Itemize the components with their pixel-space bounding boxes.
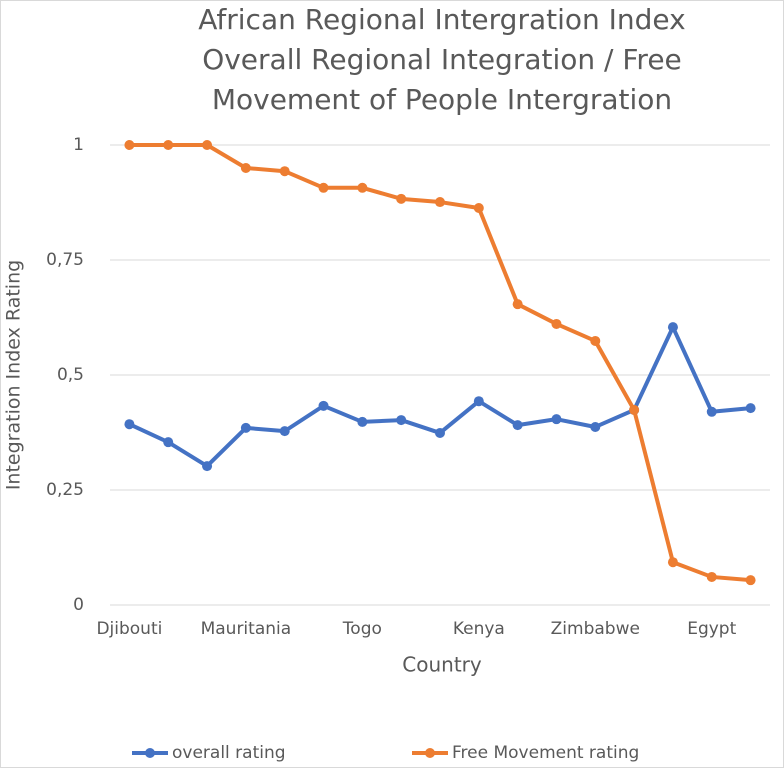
data-point [318, 400, 329, 411]
data-point [240, 163, 251, 173]
data-point [590, 421, 601, 432]
data-point [551, 414, 562, 425]
chart-title: Overall Regional Integration / Free [202, 43, 682, 76]
y-tick-label: 0 [73, 595, 84, 615]
data-point [706, 571, 717, 582]
legend-marker [425, 748, 435, 758]
data-point [124, 419, 135, 430]
x-tick-label: Togo [342, 619, 382, 639]
data-point [629, 404, 640, 415]
data-point [590, 335, 601, 346]
y-tick-label: 1 [73, 135, 84, 155]
chart-title: Movement of People Intergration [212, 83, 672, 116]
y-tick-label: 0,5 [57, 365, 84, 385]
data-point [357, 182, 368, 193]
data-point [396, 193, 407, 204]
data-point [706, 406, 717, 417]
data-point [512, 299, 523, 310]
y-tick-label: 0,75 [46, 250, 84, 270]
data-point [124, 140, 135, 150]
data-point [745, 403, 756, 414]
y-tick-label: 0,25 [46, 480, 84, 500]
data-point [357, 416, 368, 427]
data-point [279, 166, 290, 177]
data-point [435, 197, 445, 208]
x-tick-label: Zimbabwe [551, 619, 640, 639]
data-point [240, 422, 251, 433]
data-point [667, 322, 678, 333]
x-tick-label: Egypt [687, 619, 736, 639]
x-tick-label: Kenya [453, 619, 505, 639]
data-point [163, 140, 174, 150]
x-axis-label: Country [402, 653, 482, 677]
data-point [202, 461, 213, 472]
legend-label: overall rating [172, 743, 286, 763]
data-point [396, 415, 407, 426]
data-point [202, 140, 213, 150]
x-tick-label: Mauritania [201, 619, 292, 639]
data-point [279, 426, 290, 437]
data-point [473, 203, 484, 214]
legend-marker [145, 748, 155, 758]
y-axis-label: Integration Index Rating [3, 260, 25, 490]
data-point [512, 420, 523, 431]
data-point [163, 437, 174, 448]
legend-label: Free Movement rating [452, 743, 639, 763]
chart-title: African Regional Intergration Index [198, 3, 685, 36]
x-tick-label: Djibouti [96, 619, 162, 639]
data-point [667, 557, 678, 568]
data-point [435, 427, 445, 438]
data-point [745, 575, 756, 586]
data-point [473, 396, 484, 407]
data-point [551, 318, 562, 329]
data-point [318, 182, 329, 193]
